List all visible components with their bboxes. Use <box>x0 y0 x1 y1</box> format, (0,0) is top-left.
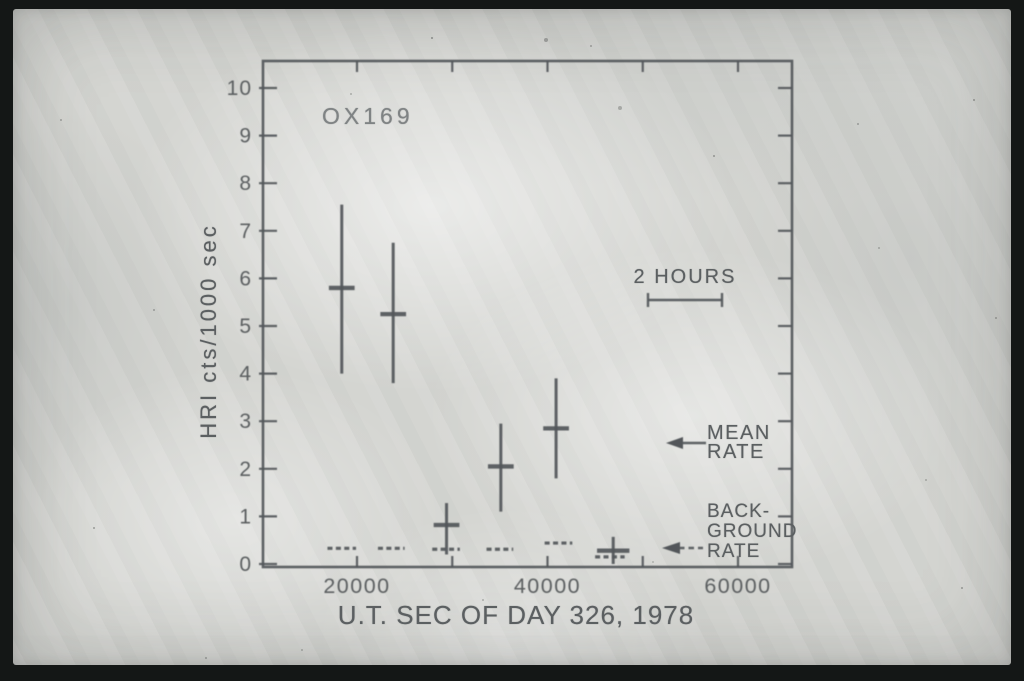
photo-surface <box>13 9 1011 665</box>
y-tick-label: 10 <box>227 77 252 100</box>
mean-rate-series <box>328 204 630 564</box>
scale-bar <box>646 293 724 307</box>
mean-rate-arrow-icon <box>666 437 706 449</box>
chart-title: OX169 <box>322 103 414 129</box>
y-tick-label: 0 <box>239 553 252 576</box>
mean-rate-annotation: MEAN RATE <box>707 422 771 463</box>
axis-ticks <box>259 61 792 567</box>
x-tick-label: 60000 <box>704 574 771 598</box>
y-axis-label: HRI cts/1000 sec <box>196 223 221 439</box>
y-tick-label: 9 <box>239 125 252 148</box>
y-tick-label: 5 <box>239 315 252 338</box>
background-rate-annotation-line3: RATE <box>707 541 761 562</box>
y-tick-label: 6 <box>239 267 252 290</box>
background-rate-arrow-icon <box>662 542 703 554</box>
y-tick-label: 7 <box>239 220 252 243</box>
mean-rate-annotation-line1: MEAN <box>707 422 771 444</box>
y-tick-label: 1 <box>239 505 252 528</box>
x-tick-label: 20000 <box>323 574 390 598</box>
x-axis-label: U.T. SEC OF DAY 326, 1978 <box>337 600 695 630</box>
scale-bar-label: 2 HOURS <box>633 266 737 288</box>
mean-rate-annotation-line2: RATE <box>707 441 765 463</box>
y-tick-label: 2 <box>239 458 252 481</box>
background-rate-series <box>327 541 625 559</box>
y-tick-label: 8 <box>239 172 252 195</box>
plot-frame <box>261 59 794 569</box>
background-rate-annotation-line2: GROUND <box>707 521 798 542</box>
background-rate-annotation-line1: BACK- <box>707 501 771 522</box>
y-tick-label: 3 <box>239 410 252 433</box>
axis-tick-labels: 0 1 2 3 4 5 6 7 8 9 10 20000 40000 60000 <box>227 77 771 598</box>
x-tick-label: 40000 <box>514 574 581 598</box>
background-rate-annotation: BACK- GROUND RATE <box>707 502 797 562</box>
y-tick-label: 4 <box>239 363 252 386</box>
